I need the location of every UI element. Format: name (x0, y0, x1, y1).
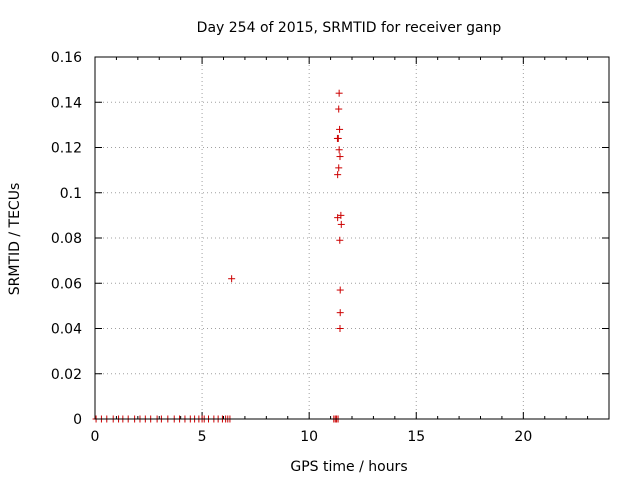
x-tick-labels: 0 5 10 15 20 (91, 429, 533, 445)
x-axis-label: GPS time / hours (290, 459, 407, 475)
data-point (336, 153, 344, 161)
y-tick-label: 0.16 (51, 50, 82, 66)
y-tick-label: 0.12 (51, 141, 82, 157)
y-tick-label: 0 (73, 412, 82, 428)
chart-title: Day 254 of 2015, SRMTID for receiver gan… (197, 20, 502, 36)
data-point (336, 125, 344, 133)
y-tick-label: 0.14 (51, 95, 82, 111)
grid-lines (95, 57, 609, 419)
x-tick-label: 10 (300, 429, 318, 445)
data-point (334, 134, 342, 142)
data-point (337, 220, 345, 228)
x-tick-label: 15 (407, 429, 425, 445)
data-point (228, 275, 236, 283)
y-tick-label: 0.02 (51, 367, 82, 383)
y-tick-label: 0.08 (51, 231, 82, 247)
y-tick-labels: 0 0.02 0.04 0.06 0.08 0.1 0.12 0.14 0.16 (51, 50, 82, 428)
data-point (336, 286, 344, 294)
data-point (336, 325, 344, 332)
y-axis-label: SRMTID / TECUs (7, 183, 23, 296)
x-tick-label: 0 (91, 429, 100, 445)
plot-frame (94, 56, 610, 420)
tick-marks (94, 56, 609, 420)
data-point (335, 146, 343, 154)
data-point (334, 214, 342, 222)
x-tick-label: 5 (198, 429, 207, 445)
data-points (92, 89, 345, 423)
y-tick-label: 0.1 (60, 186, 82, 202)
data-point (335, 89, 343, 97)
y-tick-label: 0.04 (51, 322, 82, 338)
data-point (336, 236, 344, 244)
data-point (334, 171, 342, 179)
y-tick-label: 0.06 (51, 276, 82, 292)
x-tick-label: 20 (514, 429, 532, 445)
data-point (335, 164, 343, 172)
data-point (336, 309, 344, 317)
data-point (335, 105, 343, 113)
